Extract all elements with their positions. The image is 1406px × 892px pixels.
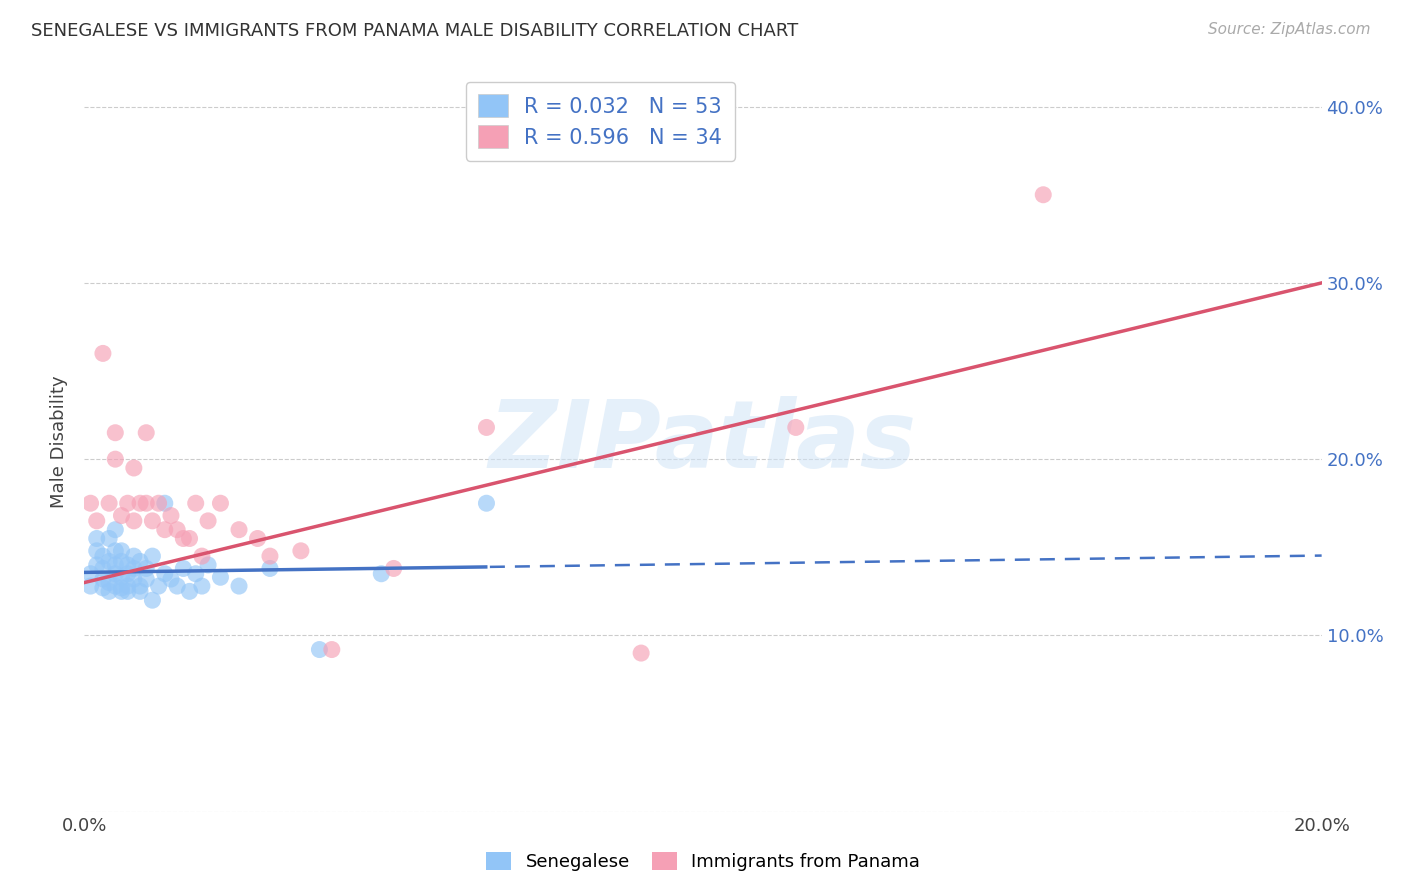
- Point: [135, 425, 157, 440]
- Point: [191, 549, 214, 563]
- Point: [91, 549, 114, 563]
- Point: [209, 496, 232, 510]
- Point: [153, 496, 176, 510]
- Point: [197, 558, 219, 572]
- Point: [117, 496, 139, 510]
- Point: [246, 532, 269, 546]
- Point: [79, 579, 101, 593]
- Point: [141, 593, 163, 607]
- Point: [129, 584, 152, 599]
- Point: [110, 508, 132, 523]
- Text: SENEGALESE VS IMMIGRANTS FROM PANAMA MALE DISABILITY CORRELATION CHART: SENEGALESE VS IMMIGRANTS FROM PANAMA MAL…: [31, 22, 799, 40]
- Point: [370, 566, 392, 581]
- Point: [117, 558, 139, 572]
- Legend: R = 0.032   N = 53, R = 0.596   N = 34: R = 0.032 N = 53, R = 0.596 N = 34: [465, 82, 735, 161]
- Point: [153, 523, 176, 537]
- Point: [1032, 187, 1054, 202]
- Point: [98, 496, 121, 510]
- Point: [259, 561, 281, 575]
- Text: Source: ZipAtlas.com: Source: ZipAtlas.com: [1208, 22, 1371, 37]
- Point: [122, 572, 145, 586]
- Y-axis label: Male Disability: Male Disability: [51, 376, 69, 508]
- Point: [91, 346, 114, 360]
- Point: [184, 566, 207, 581]
- Point: [135, 561, 157, 575]
- Point: [129, 496, 152, 510]
- Point: [79, 496, 101, 510]
- Point: [148, 496, 170, 510]
- Point: [308, 642, 330, 657]
- Point: [104, 452, 127, 467]
- Point: [110, 584, 132, 599]
- Point: [104, 425, 127, 440]
- Point: [141, 514, 163, 528]
- Point: [160, 572, 183, 586]
- Point: [475, 496, 498, 510]
- Point: [166, 523, 188, 537]
- Point: [259, 549, 281, 563]
- Legend: Senegalese, Immigrants from Panama: Senegalese, Immigrants from Panama: [478, 845, 928, 879]
- Point: [104, 579, 127, 593]
- Point: [172, 561, 194, 575]
- Point: [160, 508, 183, 523]
- Point: [98, 584, 121, 599]
- Point: [122, 549, 145, 563]
- Point: [382, 561, 405, 575]
- Point: [117, 566, 139, 581]
- Point: [179, 584, 201, 599]
- Point: [122, 461, 145, 475]
- Point: [98, 575, 121, 590]
- Point: [785, 420, 807, 434]
- Point: [197, 514, 219, 528]
- Point: [179, 532, 201, 546]
- Point: [172, 532, 194, 546]
- Point: [110, 570, 132, 584]
- Point: [209, 570, 232, 584]
- Point: [153, 566, 176, 581]
- Point: [104, 544, 127, 558]
- Point: [98, 532, 121, 546]
- Point: [86, 558, 108, 572]
- Point: [135, 496, 157, 510]
- Point: [135, 572, 157, 586]
- Point: [91, 561, 114, 575]
- Point: [166, 579, 188, 593]
- Point: [117, 579, 139, 593]
- Point: [148, 579, 170, 593]
- Point: [117, 584, 139, 599]
- Point: [91, 581, 114, 595]
- Point: [191, 579, 214, 593]
- Point: [98, 554, 121, 568]
- Point: [122, 514, 145, 528]
- Point: [290, 544, 312, 558]
- Text: ZIPatlas: ZIPatlas: [489, 395, 917, 488]
- Point: [129, 579, 152, 593]
- Point: [184, 496, 207, 510]
- Point: [110, 544, 132, 558]
- Point: [321, 642, 343, 657]
- Point: [228, 523, 250, 537]
- Point: [141, 549, 163, 563]
- Point: [104, 566, 127, 581]
- Point: [86, 532, 108, 546]
- Point: [110, 581, 132, 595]
- Point: [228, 579, 250, 593]
- Point: [475, 420, 498, 434]
- Point: [129, 554, 152, 568]
- Point: [91, 572, 114, 586]
- Point: [79, 566, 101, 581]
- Point: [122, 561, 145, 575]
- Point: [104, 558, 127, 572]
- Point: [86, 514, 108, 528]
- Point: [110, 554, 132, 568]
- Point: [86, 544, 108, 558]
- Point: [104, 523, 127, 537]
- Point: [630, 646, 652, 660]
